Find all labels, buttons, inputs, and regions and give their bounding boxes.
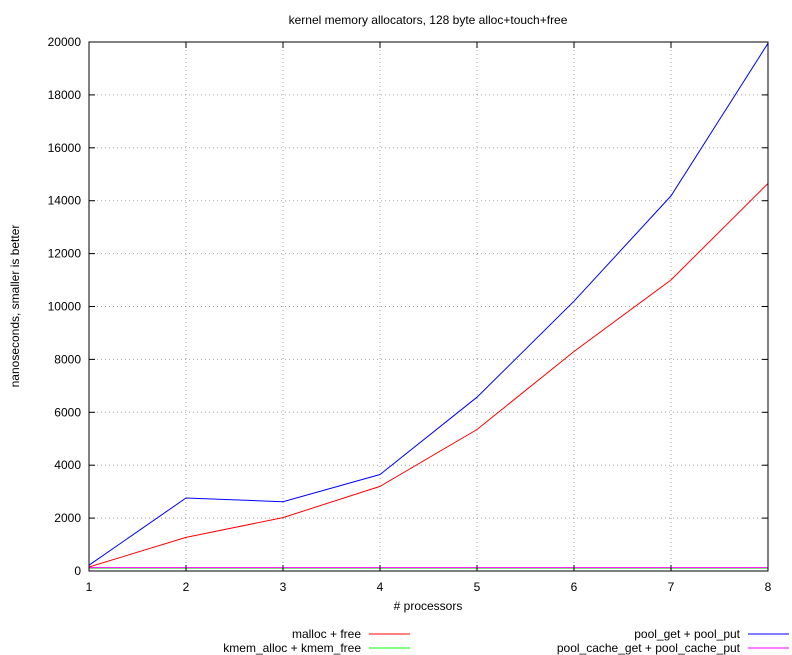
y-tick-label: 20000 bbox=[48, 35, 82, 49]
chart-title: kernel memory allocators, 128 byte alloc… bbox=[289, 13, 568, 27]
legend-label-2: kmem_alloc + kmem_free bbox=[223, 641, 361, 655]
x-tick-label: 1 bbox=[86, 580, 93, 594]
y-tick-label: 8000 bbox=[54, 352, 81, 366]
x-tick-label: 4 bbox=[377, 580, 384, 594]
y-tick-label: 18000 bbox=[48, 88, 82, 102]
x-tick-label: 3 bbox=[280, 580, 287, 594]
axis-ticks: 0 2000 4000 6000 8000 10000 12000 14000 16000 180… bbox=[48, 35, 772, 594]
series-line-3 bbox=[88, 43, 769, 566]
series-lines bbox=[88, 43, 769, 569]
legend-label-3: pool_get + pool_put bbox=[634, 627, 740, 641]
legend-label-1: malloc + free bbox=[292, 627, 361, 641]
y-tick-label: 4000 bbox=[54, 458, 81, 472]
y-tick-label: 6000 bbox=[54, 405, 81, 419]
y-tick-label: 10000 bbox=[48, 300, 82, 314]
legend-label-4: pool_cache_get + pool_cache_put bbox=[557, 641, 741, 655]
gridlines bbox=[89, 42, 768, 571]
x-tick-label: 7 bbox=[668, 580, 675, 594]
x-axis-label: # processors bbox=[394, 599, 463, 613]
y-tick-label: 16000 bbox=[48, 141, 82, 155]
y-tick-label: 2000 bbox=[54, 511, 81, 525]
x-tick-label: 5 bbox=[474, 580, 481, 594]
x-tick-label: 2 bbox=[183, 580, 190, 594]
x-tick-label: 6 bbox=[571, 580, 578, 594]
y-axis-label: nanoseconds, smaller is better bbox=[8, 225, 22, 388]
y-tick-label: 0 bbox=[74, 564, 81, 578]
x-tick-label: 8 bbox=[765, 580, 772, 594]
series-line-1 bbox=[88, 183, 769, 568]
y-tick-label: 12000 bbox=[48, 247, 82, 261]
plot-frame bbox=[88, 41, 769, 572]
y-tick-label: 14000 bbox=[48, 194, 82, 208]
